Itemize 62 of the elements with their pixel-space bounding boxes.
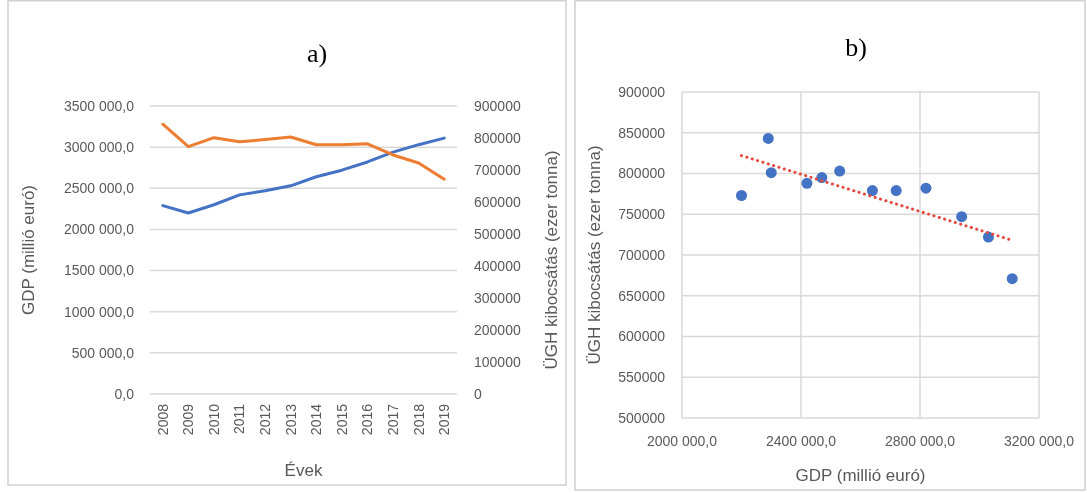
y2-axis-title: ÜGH kibocsátás (ezer tonna)	[541, 150, 561, 370]
point	[762, 132, 774, 144]
x-tick-label: 2012	[257, 403, 274, 436]
y-tick-label: 500 000,0	[71, 344, 135, 361]
point	[834, 165, 846, 177]
y-tick-label: 1500 000,0	[63, 262, 135, 279]
y2-tick-label: 0	[474, 385, 482, 402]
x-tick-label: 2800 000,0	[884, 433, 956, 449]
y2-tick-label: 300000	[474, 289, 521, 306]
y-tick-label: 650000	[618, 287, 666, 304]
y-tick-label: 800000	[618, 165, 666, 182]
x-tick-label: 2009	[180, 403, 197, 436]
y2-tick-label: 600000	[474, 193, 521, 210]
point	[736, 190, 747, 202]
point	[890, 185, 902, 197]
x-tick-label: 3200 000,0	[1003, 433, 1075, 449]
y-tick-label: 750000	[618, 206, 666, 223]
y-tick-label: 700000	[618, 246, 666, 263]
point	[765, 167, 777, 179]
point	[866, 185, 878, 197]
y-tick-label: 0,0	[114, 385, 135, 402]
chart-title: a)	[306, 39, 328, 68]
x-tick-label: 2011	[231, 403, 248, 435]
x-tick-label: 2014	[308, 403, 325, 436]
y-tick-label: 500000	[618, 409, 666, 426]
x-tick-label: 2400 000,0	[765, 433, 837, 449]
x-tick-label: 2000 000,0	[646, 433, 718, 449]
x-tick-label: 2015	[333, 403, 350, 436]
y2-tick-label: 500000	[474, 225, 521, 242]
point	[956, 211, 968, 223]
y-tick-label: 850000	[618, 124, 666, 141]
x-tick-label: 2008	[154, 403, 171, 436]
line-series	[161, 136, 446, 215]
x-tick-label: 2013	[282, 403, 299, 436]
x-tick-label: 2017	[384, 403, 401, 436]
y-tick-label: 2000 000,0	[63, 221, 135, 238]
y2-tick-label: 800000	[474, 129, 521, 146]
y-tick-label: 1000 000,0	[63, 303, 135, 320]
y-tick-label: 3000 000,0	[63, 139, 135, 156]
chart-title: b)	[845, 33, 867, 62]
x-tick-label: 2016	[359, 403, 376, 436]
y-axis-title: ÜGH kibocsátás (ezer tonna)	[584, 145, 604, 365]
y-tick-label: 550000	[618, 369, 666, 386]
x-tick-label: 2019	[436, 403, 453, 436]
y-tick-label: 3500 000,0	[63, 97, 135, 114]
y2-tick-label: 900000	[474, 97, 521, 114]
y-axis-title: GDP (millió euró)	[18, 184, 38, 316]
y2-tick-label: 700000	[474, 161, 521, 178]
point	[801, 177, 813, 189]
x-axis-title: Évek	[284, 461, 323, 480]
line-series	[161, 122, 446, 181]
x-tick-label: 2018	[410, 403, 427, 436]
y2-tick-label: 400000	[474, 257, 521, 274]
y-tick-label: 900000	[618, 83, 666, 100]
y-tick-label: 2500 000,0	[63, 180, 135, 197]
point	[1006, 273, 1018, 285]
y2-tick-label: 200000	[474, 321, 521, 338]
point	[920, 182, 932, 194]
x-axis-title: GDP (millió euró)	[795, 466, 926, 485]
y2-tick-label: 100000	[474, 353, 521, 370]
y-tick-label: 600000	[618, 328, 666, 345]
x-tick-label: 2010	[205, 403, 222, 436]
